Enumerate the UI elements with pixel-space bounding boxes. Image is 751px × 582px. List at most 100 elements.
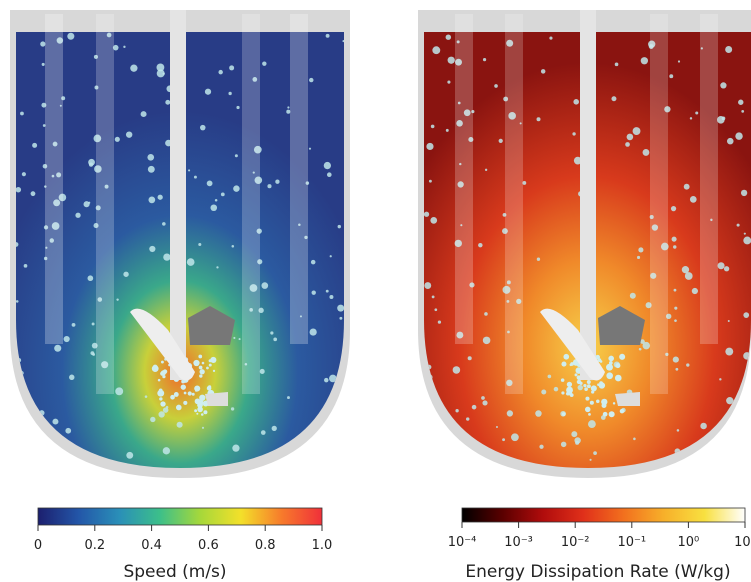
bubble bbox=[643, 149, 650, 156]
bubble bbox=[52, 419, 58, 425]
bubble bbox=[181, 384, 186, 389]
bubble bbox=[170, 395, 175, 400]
bubble bbox=[686, 363, 689, 366]
bubble bbox=[606, 372, 613, 379]
bubble bbox=[567, 382, 572, 387]
bubble bbox=[324, 378, 328, 382]
bubble bbox=[159, 397, 162, 400]
bubble bbox=[639, 348, 642, 351]
bubble bbox=[674, 307, 677, 310]
bubble bbox=[14, 453, 20, 459]
bubble bbox=[199, 395, 205, 401]
bubble bbox=[432, 295, 435, 298]
bubble bbox=[593, 451, 597, 455]
bubble bbox=[116, 298, 118, 300]
bubble bbox=[64, 336, 70, 342]
bubble bbox=[20, 112, 24, 116]
bubble bbox=[673, 356, 679, 362]
bubble bbox=[738, 100, 743, 105]
bubble bbox=[161, 361, 164, 364]
bubble bbox=[507, 410, 513, 416]
bubble bbox=[539, 445, 543, 449]
bubble bbox=[88, 202, 90, 204]
bubble bbox=[572, 132, 575, 135]
bubble bbox=[215, 199, 218, 202]
bubble bbox=[724, 266, 729, 271]
bubble bbox=[199, 366, 203, 370]
bubble bbox=[588, 413, 591, 416]
bubble bbox=[262, 61, 266, 65]
bubble bbox=[196, 413, 198, 415]
bubble bbox=[31, 191, 36, 196]
bubble bbox=[184, 392, 187, 395]
bubble bbox=[549, 37, 552, 40]
bubble bbox=[678, 60, 680, 62]
bubble bbox=[232, 245, 235, 248]
bubble bbox=[741, 190, 747, 196]
bubble bbox=[202, 362, 205, 365]
bubble bbox=[286, 110, 290, 114]
bubble bbox=[16, 187, 22, 193]
bubble bbox=[609, 411, 615, 417]
bubble bbox=[573, 99, 579, 105]
bubble bbox=[195, 398, 201, 404]
bubble bbox=[330, 255, 332, 257]
bubble bbox=[32, 143, 37, 148]
bubble bbox=[690, 117, 692, 119]
bubble bbox=[324, 162, 331, 169]
bubble bbox=[228, 92, 231, 95]
bubble bbox=[158, 379, 161, 382]
bubble bbox=[583, 384, 586, 387]
bubble bbox=[339, 397, 346, 404]
bubble bbox=[126, 131, 132, 137]
bubble bbox=[160, 401, 165, 406]
bubble bbox=[682, 266, 689, 273]
bubble bbox=[213, 370, 215, 372]
bubble bbox=[554, 387, 559, 392]
bubble bbox=[233, 337, 235, 339]
bubble bbox=[677, 429, 680, 432]
bubble bbox=[147, 154, 154, 161]
colorbar bbox=[462, 508, 745, 522]
bubble bbox=[430, 217, 437, 224]
bubble bbox=[115, 137, 120, 142]
tick-label: 0.8 bbox=[255, 538, 276, 553]
bubble bbox=[177, 422, 183, 428]
tick-label: 0.6 bbox=[198, 538, 219, 553]
tick-label: 10⁻¹ bbox=[617, 535, 646, 550]
bubble bbox=[585, 397, 589, 401]
bubble bbox=[597, 383, 600, 386]
tick-label: 10⁻³ bbox=[504, 535, 533, 550]
bubble bbox=[239, 338, 241, 340]
bubble bbox=[69, 375, 74, 380]
bubble bbox=[210, 357, 216, 363]
bubble bbox=[163, 253, 170, 260]
tick-label: 10⁻⁴ bbox=[448, 535, 477, 550]
bubble bbox=[608, 356, 614, 362]
bubble bbox=[496, 426, 498, 428]
bubble bbox=[152, 365, 159, 372]
bubble bbox=[188, 169, 190, 171]
bubble bbox=[273, 338, 277, 342]
bubble bbox=[587, 380, 591, 384]
bubble bbox=[483, 337, 491, 345]
bubble bbox=[158, 411, 164, 417]
bubble bbox=[16, 300, 19, 303]
bubble bbox=[578, 385, 583, 390]
bubble bbox=[424, 282, 431, 289]
bubble bbox=[192, 393, 195, 396]
bubble bbox=[141, 111, 147, 117]
tick-label: 10¹ bbox=[734, 535, 751, 550]
bubble bbox=[695, 112, 698, 115]
bubble bbox=[287, 396, 290, 399]
bubble bbox=[481, 396, 485, 400]
bubble bbox=[429, 180, 432, 183]
bubble bbox=[446, 34, 451, 39]
bubble bbox=[162, 222, 166, 226]
bubble bbox=[438, 320, 441, 323]
bubble bbox=[309, 148, 311, 150]
bubble bbox=[92, 322, 95, 325]
bubble bbox=[210, 204, 217, 211]
bubble bbox=[232, 445, 239, 452]
bubble bbox=[267, 184, 271, 188]
